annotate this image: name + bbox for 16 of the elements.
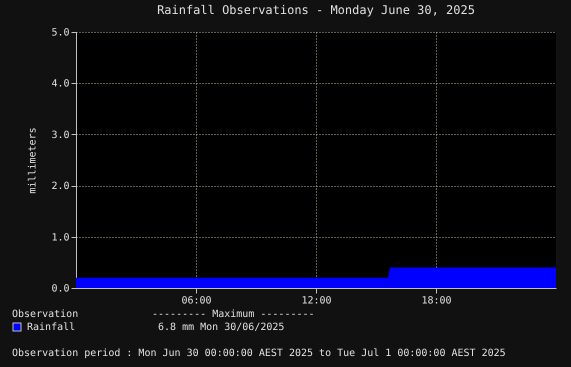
text: --------- Maximum --------- [152,309,315,320]
legend-label: Rainfall [27,322,76,333]
text: 6.8 mm Mon 30/06/2025 [158,322,284,333]
y-axis-title: millimeters [27,127,38,194]
x-tick-label: 12:00 [301,296,332,306]
x-tick-label: 06:00 [181,296,212,306]
y-tick-label: 0.0 [51,284,70,294]
y-tick-label: 3.0 [51,130,70,141]
legend-title: Observation [12,309,78,320]
y-tick-label: 5.0 [51,28,70,38]
y-tick-label: 1.0 [51,232,70,244]
x-tick-label: 18:00 [421,296,452,306]
text: Observation period : Mon Jun 30 00:00:00 AEST 2025 to Tue Jul 1 00:00:00 AEST 2025 [12,348,506,359]
y-tick-label: 4.0 [51,78,70,90]
chart-title: Rainfall Observations - Monday June 30, 2025 [157,3,475,17]
y-tick-label: 2.0 [51,181,70,192]
